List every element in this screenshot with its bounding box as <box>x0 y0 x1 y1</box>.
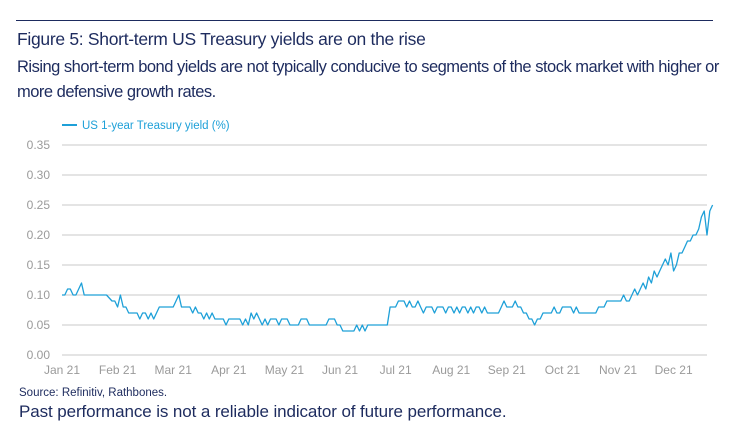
x-tick-label: Oct 21 <box>545 363 581 377</box>
x-tick-label: Apr 21 <box>211 363 247 377</box>
y-tick-label: 0.20 <box>27 228 51 242</box>
x-tick-label: Jul 21 <box>380 363 412 377</box>
y-tick-label: 0.35 <box>27 138 51 152</box>
x-tick-label: Nov 21 <box>599 363 637 377</box>
y-tick-label: 0.15 <box>27 258 51 272</box>
y-tick-label: 0.10 <box>27 288 51 302</box>
x-tick-label: Aug 21 <box>432 363 470 377</box>
x-tick-label: May 21 <box>265 363 305 377</box>
y-tick-label: 0.05 <box>27 318 51 332</box>
x-tick-label: Sep 21 <box>488 363 526 377</box>
y-axis-ticks: 0.35 0.30 0.25 0.20 0.15 0.10 0.05 0.00 <box>27 138 51 362</box>
top-rule <box>16 20 713 21</box>
x-axis-ticks: Jan 21 Feb 21 Mar 21 Apr 21 May 21 Jun 21 Jul … <box>44 363 693 377</box>
series-group <box>62 204 714 332</box>
figure-title: Figure 5: Short-term US Treasury yields … <box>17 29 426 49</box>
y-tick-label: 0.25 <box>27 198 51 212</box>
y-tick-label: 0.00 <box>27 348 51 362</box>
x-tick-label: Dec 21 <box>655 363 693 377</box>
x-tick-label: Jun 21 <box>322 363 358 377</box>
disclaimer: Past performance is not a reliable indic… <box>19 402 507 421</box>
source-note: Source: Refinitiv, Rathbones. <box>19 387 168 399</box>
series-line-us-1-year-treasury-yield <box>62 204 714 332</box>
figure-subtitle: Rising short-term bond yields are not ty… <box>17 58 719 101</box>
line-chart: 0.35 0.30 0.25 0.20 0.15 0.10 0.05 0.00 Jan 21 F… <box>27 120 714 377</box>
legend: US 1-year Treasury yield (%) <box>62 120 230 132</box>
y-tick-label: 0.30 <box>27 168 51 182</box>
legend-label: US 1-year Treasury yield (%) <box>82 120 230 132</box>
x-tick-label: Mar 21 <box>155 363 193 377</box>
x-tick-label: Jan 21 <box>44 363 80 377</box>
gridlines <box>62 144 707 356</box>
x-tick-label: Feb 21 <box>99 363 137 377</box>
